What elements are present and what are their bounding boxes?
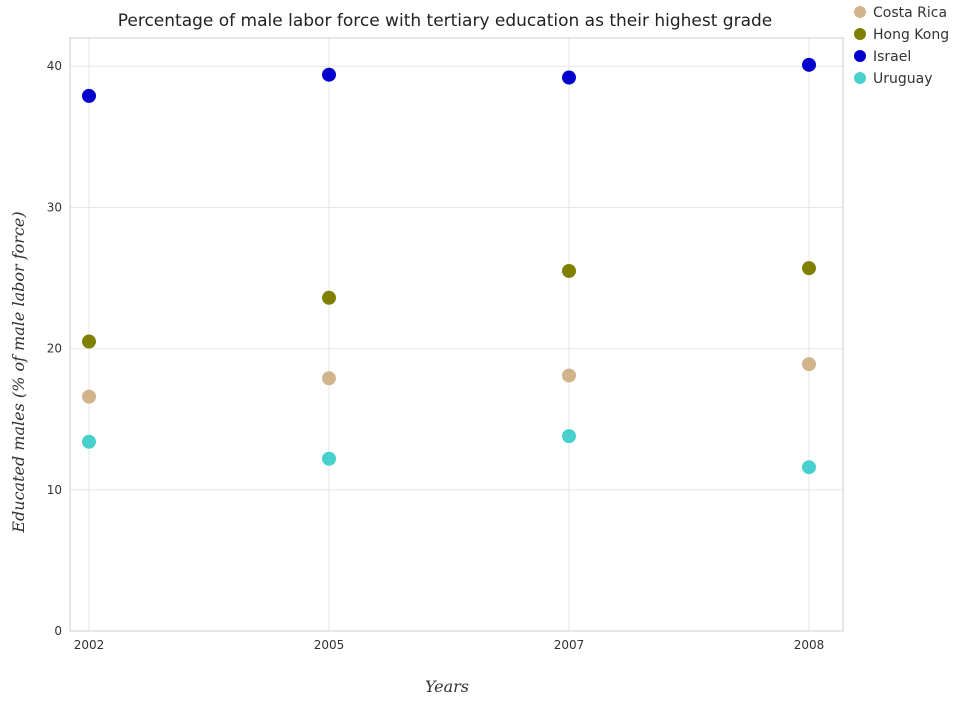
y-tick-label: 0 [54,624,62,638]
plot-frame [69,37,844,632]
series-hong-kong [82,261,816,349]
data-point [82,434,96,449]
series-costa-rica [82,357,816,404]
legend-marker [854,6,866,18]
data-point [322,290,336,305]
y-tick-label: 30 [47,200,62,214]
x-tick-label: 2002 [74,638,105,652]
series-uruguay [82,429,816,475]
legend-label: Costa Rica [873,5,947,21]
series-israel [82,57,816,103]
data-point [322,451,336,466]
legend-marker [854,50,866,62]
y-axis-label: Educated males (% of male labor force) [9,211,28,533]
x-tick-label: 2005 [314,638,345,652]
data-point [802,57,816,72]
legend-label: Uruguay [873,71,933,87]
chart-title: Percentage of male labor force with tert… [118,11,773,31]
legend-label: Israel [873,49,911,65]
data-point [82,88,96,103]
x-axis-ticks: 2002 2005 2007 2008 [74,638,825,652]
data-point [802,261,816,276]
data-point [82,334,96,349]
data-points [82,57,816,475]
y-tick-label: 40 [47,59,62,73]
grid-lines [70,38,843,632]
y-tick-label: 10 [47,483,62,497]
data-point [562,263,576,278]
x-tick-label: 2007 [554,638,585,652]
data-point [322,67,336,82]
legend-label: Hong Kong [873,27,949,43]
data-point [562,70,576,85]
data-point [802,460,816,475]
legend-marker [854,72,866,84]
data-point [322,371,336,386]
legend-marker [854,28,866,40]
y-tick-label: 20 [47,342,62,356]
x-axis-label: Years [425,677,469,696]
data-point [82,389,96,404]
x-tick-label: 2008 [794,638,825,652]
data-point [562,429,576,444]
data-point [802,357,816,372]
y-axis-ticks: 0 10 20 30 40 [47,59,62,638]
legend: Costa Rica Hong Kong Israel Uruguay [854,5,949,87]
data-point [562,368,576,383]
